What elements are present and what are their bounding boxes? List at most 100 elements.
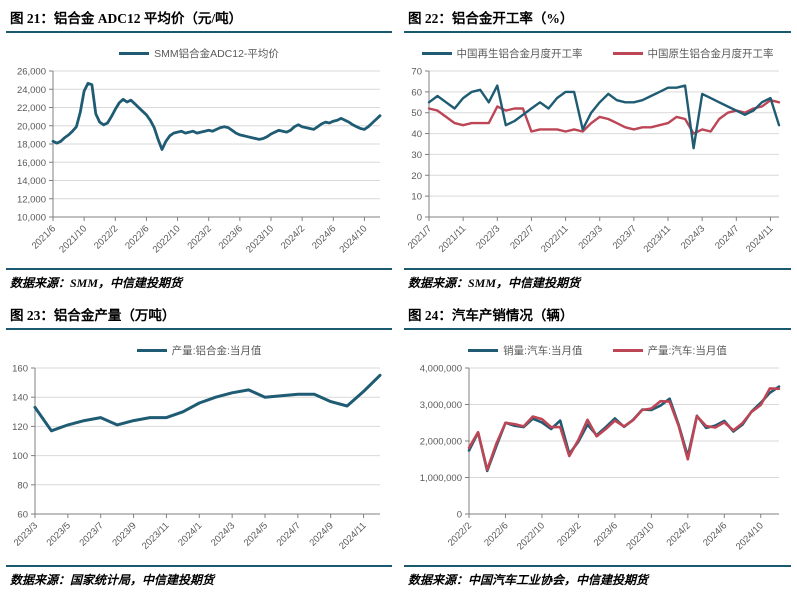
legend-line-swatch [421,52,452,55]
figure-23-chart-canvas: 60 80 100 120 140 160 2023/3 2023/5 2023/7 2023/9… [12,364,382,552]
figure-23-title-rule [6,328,392,330]
figure-24-source: 数据来源：中国汽车工业协会，中信建投期货 [408,573,649,587]
y-tick-label: 60 [411,87,422,98]
x-tick-label: 2024/1 [176,520,204,548]
x-tick-label: 2024/11 [744,223,776,255]
y-tick-label: 60 [17,510,28,521]
x-tick-label: 2024/5 [242,520,270,548]
y-tick-label: 140 [12,393,28,404]
y-tick-label: 10,000 [17,213,46,224]
y-tick-label: 50 [411,108,422,119]
figure-22-chart-canvas: 0 10 20 30 40 50 60 70 2021/7 2021/11 2022/3 2022/7… [405,67,780,255]
figure-21-chart-canvas: 10,000 12,000 14,000 16,000 18,000 20,000 22,0… [17,67,382,255]
y-tick-label: 120 [12,422,28,433]
figure-22-bottom-rule [404,268,791,270]
figure-22-title: 图 22：铝合金开工率（%） [408,11,574,26]
legend-label: 销量:汽车:当月值 [503,345,583,357]
figure-23-bottom-rule [6,565,392,567]
legend-label: 产量:铝合金:当月值 [171,345,262,357]
x-tick-label: 2024/9 [308,520,336,548]
figure-21-bottom-rule [6,268,392,270]
y-tick-label: 22,000 [17,103,46,114]
x-tick-label: 2022/6 [482,520,510,548]
x-tick-label: 2023/11 [140,520,172,552]
figure-22: 图 22：铝合金开工率（%） 中国再生铝合金月度开工率 中国原生铝合金月度开工率 … [398,0,797,297]
figure-24-legend: 销量:汽车:当月值 产量:汽车:当月值 [468,343,727,358]
figure-21-chart-area: SMM铝合金ADC12-平均价 10,000 12,000 14,000 16,000… [6,33,392,268]
y-tick-label: 0 [456,510,461,521]
y-tick-label: 40 [411,129,422,140]
y-tick-label: 4,000,000 [419,364,461,375]
x-tick-label: 2022/3 [474,223,502,251]
y-tick-label: 14,000 [17,176,46,187]
figure-24-bottom-rule [404,565,791,567]
legend-line-swatch [612,349,643,352]
x-tick-label: 2023/6 [591,520,619,548]
x-tick-label: 2023/6 [217,223,245,251]
x-tick-label: 2024/6 [701,520,729,548]
series-line [427,99,780,135]
figure-23-source: 数据来源：国家统计局，中信建投期货 [10,573,215,587]
x-tick-label: 2023/2 [555,520,583,548]
x-tick-label: 2023/3 [576,223,604,251]
series-line [51,81,382,151]
y-tick-label: 10 [411,192,422,203]
figure-21: 图 21：铝合金 ADC12 平均价（元/吨） SMM铝合金ADC12-平均价 … [0,0,398,297]
x-tick-label: 2024/6 [310,223,338,251]
figure-22-title-rule [404,31,791,33]
x-tick-label: 2022/2 [445,520,473,548]
figure-23-title: 图 23：铝合金产量（万吨） [10,308,176,323]
x-tick-label: 2023/3 [12,520,40,548]
figure-23-legend: 产量:铝合金:当月值 [136,343,262,358]
figure-24-chart-area: 销量:汽车:当月值 产量:汽车:当月值 0 1,000,000 2,000,000 3,… [404,330,791,565]
x-tick-label: 2024/2 [664,520,692,548]
figure-22-legend: 中国再生铝合金月度开工率 中国原生铝合金月度开工率 [421,46,774,61]
legend-item: 销量:汽车:当月值 [468,343,583,358]
figure-22-source: 数据来源：SMM，中信建投期货 [408,276,581,290]
y-tick-label: 70 [411,67,422,78]
legend-item: 产量:铝合金:当月值 [136,343,262,358]
figure-23-chart-area: 产量:铝合金:当月值 60 80 100 120 140 160 2023/3 2023/5 2… [6,330,392,565]
x-tick-label: 2021/10 [57,223,89,255]
y-tick-label: 26,000 [17,67,46,78]
legend-item: 中国再生铝合金月度开工率 [421,46,583,61]
series-line [467,387,780,472]
x-tick-label: 2022/10 [514,520,546,552]
y-tick-label: 3,000,000 [419,400,461,411]
x-tick-label: 2024/11 [337,520,369,552]
x-tick-label: 2023/10 [624,520,656,552]
figure-23: 图 23：铝合金产量（万吨） 产量:铝合金:当月值 60 80 100 120 140 1… [0,297,398,594]
y-tick-label: 160 [12,364,28,375]
figure-24-chart-canvas: 0 1,000,000 2,000,000 3,000,000 4,000,000 202… [419,364,780,552]
y-tick-label: 1,000,000 [419,473,461,484]
x-tick-label: 2024/7 [275,520,303,548]
x-tick-label: 2022/10 [151,223,183,255]
x-tick-label: 2021/11 [436,223,468,255]
x-tick-label: 2022/6 [123,223,151,251]
series-line [427,84,780,150]
figure-21-title: 图 21：铝合金 ADC12 平均价（元/吨） [10,11,243,26]
x-tick-label: 2023/2 [186,223,214,251]
figure-24: 图 24：汽车产销情况（辆） 销量:汽车:当月值 产量:汽车:当月值 0 1,000… [398,297,797,594]
x-tick-label: 2022/7 [508,223,536,251]
legend-item: SMM铝合金ADC12-平均价 [119,46,279,61]
y-tick-label: 20,000 [17,121,46,132]
x-tick-label: 2024/10 [337,223,369,255]
y-tick-label: 12,000 [17,194,46,205]
figure-24-title: 图 24：汽车产销情况（辆） [408,308,574,323]
x-tick-label: 2023/7 [610,223,638,251]
x-tick-label: 2022/2 [92,223,120,251]
y-tick-label: 2,000,000 [419,437,461,448]
y-tick-label: 100 [12,451,28,462]
legend-line-swatch [612,52,643,55]
x-tick-label: 2024/2 [279,223,307,251]
x-tick-label: 2023/10 [244,223,276,255]
figure-22-chart-area: 中国再生铝合金月度开工率 中国原生铝合金月度开工率 0 10 20 30 40 50 60 70… [404,33,791,268]
y-tick-label: 80 [17,480,28,491]
x-tick-label: 2022/11 [539,223,571,255]
x-tick-label: 2021/7 [405,223,433,251]
legend-label: 中国再生铝合金月度开工率 [456,48,583,60]
y-tick-label: 24,000 [17,85,46,96]
legend-label: 中国原生铝合金月度开工率 [647,48,774,60]
x-tick-label: 2023/7 [78,520,106,548]
